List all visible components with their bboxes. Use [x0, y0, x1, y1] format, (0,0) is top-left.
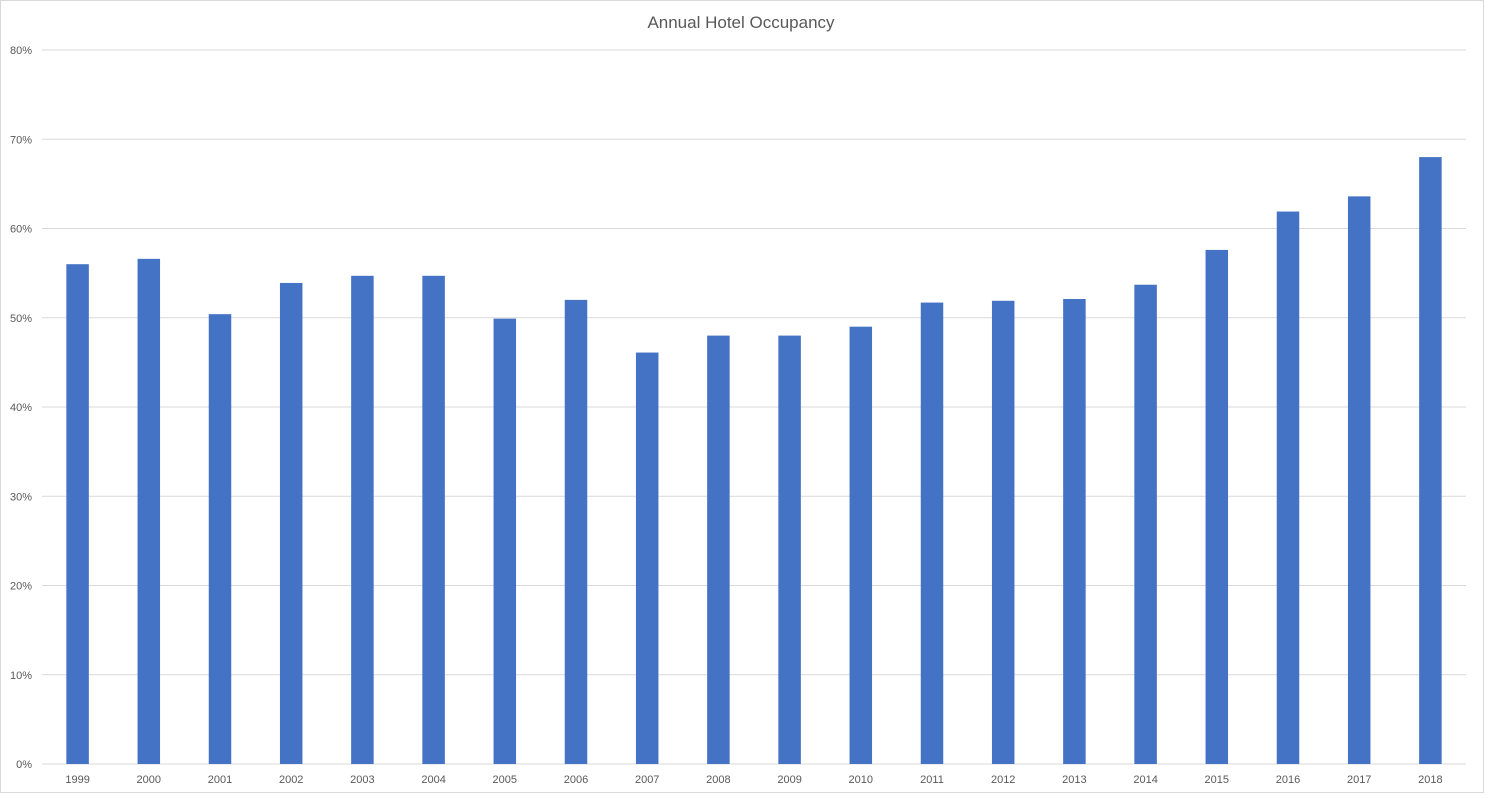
x-tick-label: 2015 — [1205, 774, 1229, 786]
y-tick-label: 30% — [10, 491, 32, 503]
bar-2018 — [1419, 157, 1442, 765]
x-tick-label: 2004 — [421, 774, 445, 786]
gridlines — [42, 49, 1466, 765]
x-tick-label: 2018 — [1418, 774, 1442, 786]
x-tick-label: 2017 — [1347, 774, 1371, 786]
y-tick-label: 50% — [10, 313, 32, 325]
x-tick-label: 2009 — [777, 774, 801, 786]
bar-2004 — [422, 275, 445, 764]
bar-2010 — [849, 326, 873, 764]
bar-2014 — [1134, 284, 1157, 764]
x-tick-label: 1999 — [65, 774, 89, 786]
bars — [66, 157, 1442, 765]
bar-2005 — [493, 318, 517, 764]
x-tick-label: 2000 — [137, 774, 161, 786]
chart-title: Annual Hotel Occupancy — [647, 13, 835, 32]
x-axis-tick-labels: 1999 2000 2001 2002 2003 2004 2005 2006 2007 2008… — [65, 774, 1442, 786]
y-tick-label: 10% — [10, 670, 32, 682]
bar-2009 — [778, 335, 801, 764]
y-tick-label: 70% — [10, 134, 32, 146]
bar-2015 — [1205, 249, 1229, 765]
x-tick-label: 2002 — [279, 774, 303, 786]
y-tick-label: 20% — [10, 581, 32, 593]
x-tick-label: 2005 — [493, 774, 517, 786]
x-tick-label: 2012 — [991, 774, 1015, 786]
x-tick-label: 2016 — [1276, 774, 1300, 786]
bar-2016 — [1276, 211, 1300, 765]
x-tick-label: 2013 — [1062, 774, 1086, 786]
y-tick-label: 40% — [10, 402, 32, 414]
y-axis-tick-labels: 0% 10% 20% 30% 40% 50% 60% 70% 80% — [10, 45, 32, 771]
x-tick-label: 2010 — [849, 774, 873, 786]
x-tick-label: 2007 — [635, 774, 659, 786]
y-tick-label: 80% — [10, 45, 32, 57]
y-tick-label: 0% — [16, 759, 32, 771]
bar-2007 — [635, 352, 659, 764]
y-tick-label: 60% — [10, 224, 32, 236]
bar-2013 — [1063, 299, 1086, 764]
x-tick-label: 2006 — [564, 774, 588, 786]
bar-2000 — [137, 258, 161, 764]
bar-2011 — [920, 302, 944, 764]
x-tick-label: 2014 — [1133, 774, 1157, 786]
bar-1999 — [66, 264, 89, 764]
x-tick-label: 2011 — [920, 774, 944, 786]
bar-2017 — [1347, 196, 1371, 764]
x-tick-label: 2003 — [350, 774, 374, 786]
bar-2003 — [351, 275, 374, 764]
bar-2006 — [564, 299, 588, 764]
bar-2008 — [707, 335, 730, 764]
bar-2012 — [991, 300, 1015, 764]
bar-2001 — [208, 314, 232, 764]
x-tick-label: 2001 — [208, 774, 232, 786]
bar-2002 — [279, 282, 303, 764]
x-tick-label: 2008 — [706, 774, 730, 786]
